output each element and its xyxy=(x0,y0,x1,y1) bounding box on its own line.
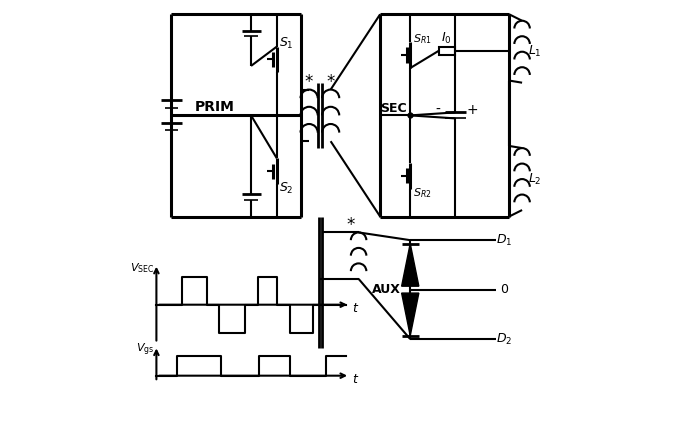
Polygon shape xyxy=(402,244,419,286)
Text: $I_0$: $I_0$ xyxy=(442,30,452,45)
Text: $S_1$: $S_1$ xyxy=(279,36,294,51)
Text: $S_{R2}$: $S_{R2}$ xyxy=(413,186,432,200)
Text: PRIM: PRIM xyxy=(195,100,235,114)
Text: $S_{R1}$: $S_{R1}$ xyxy=(413,32,432,46)
Text: SEC: SEC xyxy=(379,103,406,116)
Text: $D_2$: $D_2$ xyxy=(496,332,512,347)
Text: $t$: $t$ xyxy=(351,374,359,387)
Text: $D_1$: $D_1$ xyxy=(496,233,512,248)
Text: +: + xyxy=(467,103,478,117)
Text: *: * xyxy=(305,73,314,91)
Text: $V_\mathsf{gs}$: $V_\mathsf{gs}$ xyxy=(136,341,154,358)
Text: $V_\mathsf{SEC}$: $V_\mathsf{SEC}$ xyxy=(130,261,154,275)
Polygon shape xyxy=(402,293,419,336)
Text: *: * xyxy=(326,73,335,91)
Bar xyxy=(439,47,455,55)
Text: $L_1$: $L_1$ xyxy=(528,44,542,59)
Text: 0: 0 xyxy=(500,283,508,296)
Text: AUX: AUX xyxy=(372,283,401,296)
Text: $S_2$: $S_2$ xyxy=(279,181,293,196)
Text: $L_2$: $L_2$ xyxy=(528,171,542,187)
Text: $t$: $t$ xyxy=(351,303,359,316)
Text: *: * xyxy=(346,216,355,234)
Text: -: - xyxy=(436,103,440,117)
